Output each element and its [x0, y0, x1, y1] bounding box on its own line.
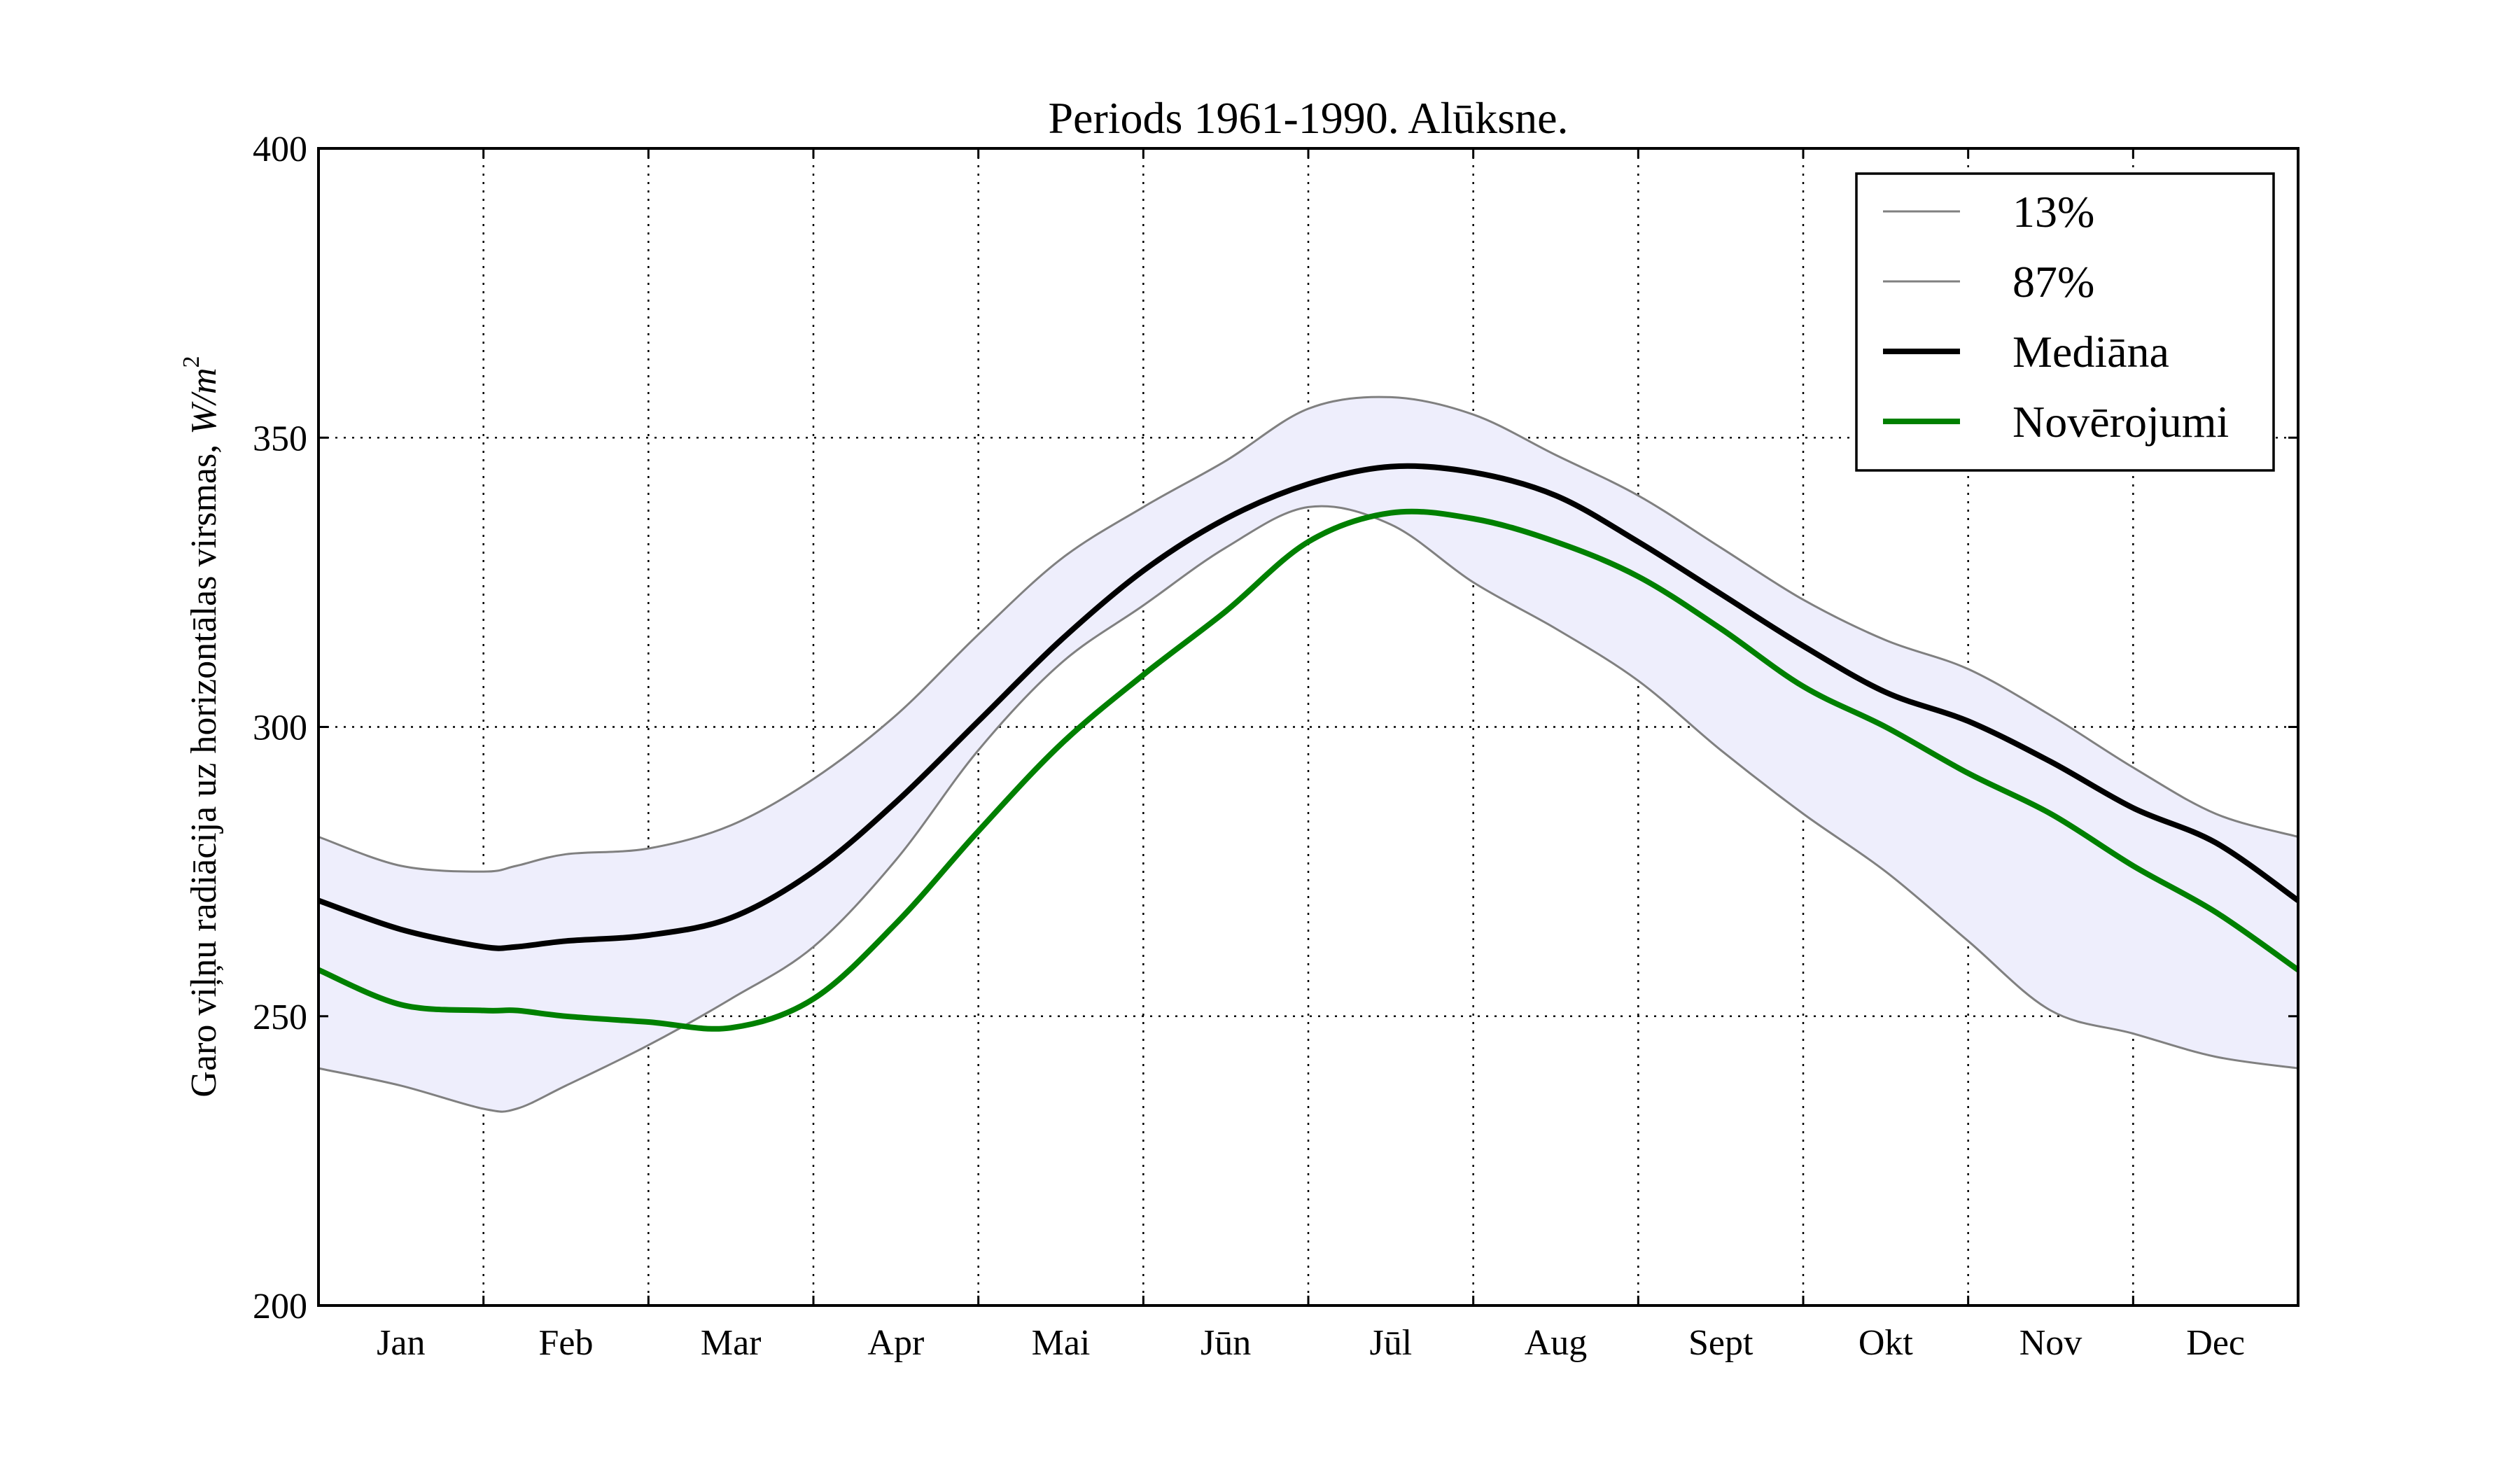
y-axis-label-unit: W/m [184, 368, 224, 434]
y-axis-label-text: Garo viļņu radiācija uz horizontālas vir… [184, 444, 224, 1098]
x-tick-label: Aug [1525, 1323, 1588, 1363]
x-tick-label: Jūn [1200, 1323, 1251, 1363]
legend: 13% 87% Mediāna Novērojumi [1855, 172, 2275, 472]
series-line-2 [317, 463, 2300, 951]
x-tick-label: Nov [2019, 1323, 2082, 1363]
y-tick-label: 400 [253, 130, 307, 169]
x-tick-label: Mai [1032, 1323, 1091, 1363]
y-tick-labels: 200 250 300 350 400 [253, 130, 307, 1326]
ticks [318, 147, 2298, 1307]
legend-label-2: Mediāna [2012, 327, 2169, 377]
y-tick-label: 350 [253, 419, 307, 458]
percentile-band [318, 397, 2298, 1112]
series-line-3 [317, 508, 2300, 1032]
series-line-1 [318, 396, 2299, 873]
x-tick-label: Mar [701, 1323, 762, 1363]
x-tick-label: Dec [2186, 1323, 2245, 1363]
legend-label-0: 13% [2012, 187, 2094, 237]
chart-title: Periods 1961-1990. Alūksne. [1048, 93, 1568, 143]
y-axis-label-unit-exponent: 2 [178, 356, 204, 368]
y-tick-label: 300 [253, 708, 307, 748]
legend-label-1: 87% [2012, 257, 2094, 307]
y-tick-label: 250 [253, 997, 307, 1037]
x-tick-label: Apr [867, 1323, 924, 1363]
legend-label-3: Novērojumi [2012, 397, 2229, 447]
series-line-0 [318, 505, 2299, 1113]
x-tick-label: Jan [377, 1323, 425, 1363]
y-tick-label: 200 [253, 1287, 307, 1326]
x-tick-labels: Jan Feb Mar Apr Mai Jūn Jūl Aug Sept Okt Nov Dec [377, 1323, 2245, 1363]
x-tick-label: Okt [1858, 1323, 1914, 1363]
y-axis-label: Garo viļņu radiācija uz horizontālas vir… [178, 356, 224, 1097]
x-tick-label: Sept [1688, 1323, 1754, 1363]
x-tick-label: Jūl [1369, 1323, 1412, 1363]
series-lines [317, 396, 2300, 1113]
x-tick-label: Feb [539, 1323, 594, 1363]
